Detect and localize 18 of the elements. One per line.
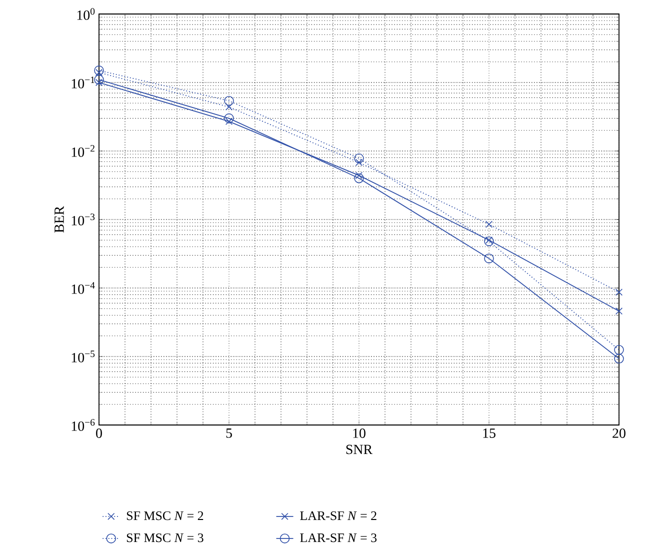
x-axis-title: SNR bbox=[346, 444, 373, 454]
y-tick-label: 10$^{−4}$ bbox=[72, 282, 95, 294]
y-tick-label: 10$^{−1}$ bbox=[72, 76, 94, 88]
y-tick-label: 10$^{0}$ bbox=[77, 8, 95, 20]
x-tick-label: 20 bbox=[612, 428, 626, 438]
x-tick-label: 10 bbox=[353, 428, 366, 438]
legend-label: SF MSC N = 2 bbox=[126, 511, 204, 520]
legend-label: SF MSC N = 3 bbox=[126, 533, 204, 542]
x-tick-label: 5 bbox=[226, 428, 232, 438]
legend-label: LAR-SF N = 2 bbox=[300, 511, 376, 520]
y-tick-label: 10$^{−6}$ bbox=[72, 419, 95, 431]
x-tick-label: 0 bbox=[96, 428, 102, 438]
y-tick-label: 10$^{−2}$ bbox=[72, 145, 94, 157]
y-tick-label: 10$^{−5}$ bbox=[72, 350, 95, 362]
y-axis-title: BER bbox=[54, 206, 64, 233]
legend-label: LAR-SF N = 3 bbox=[300, 533, 377, 542]
y-tick-label: 10$^{−3}$ bbox=[72, 214, 95, 226]
x-tick-label: 15 bbox=[483, 428, 496, 438]
